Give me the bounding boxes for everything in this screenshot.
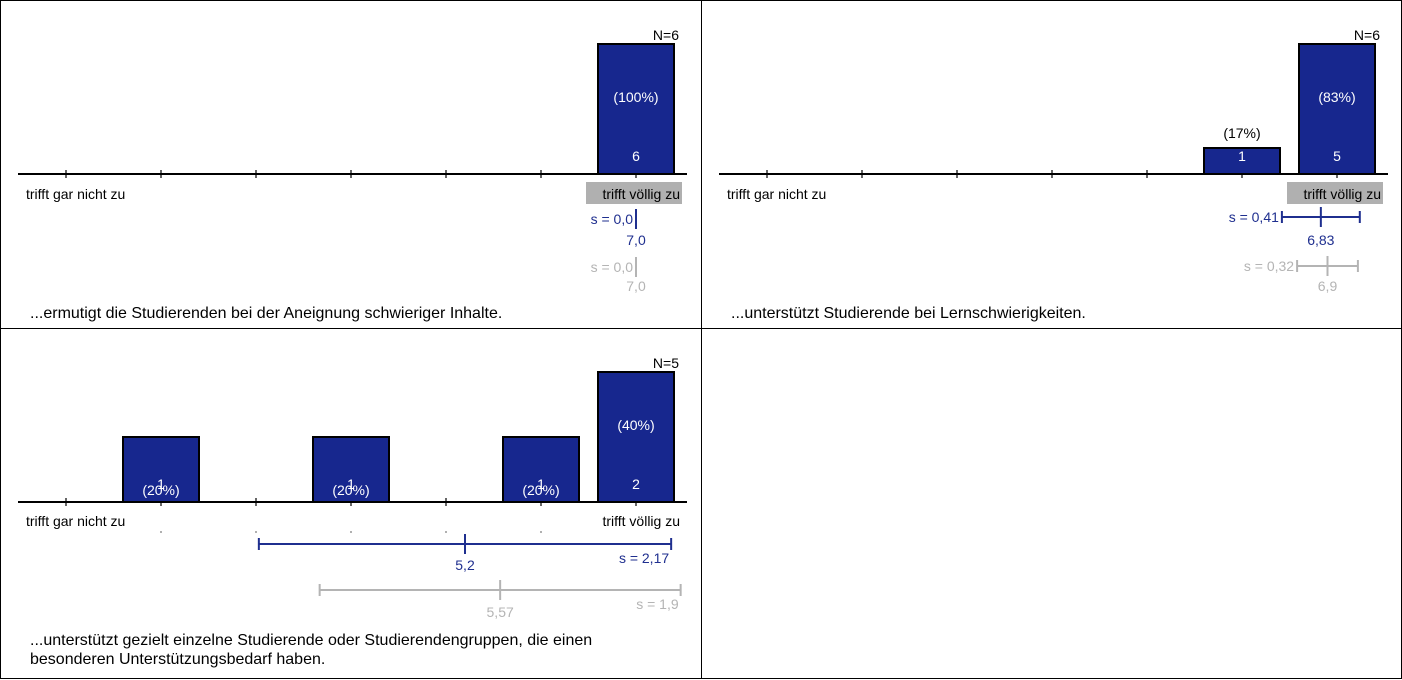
chart-3-scale-dot-3 bbox=[255, 531, 257, 533]
empty-panel bbox=[701, 328, 1402, 679]
chart-1-bar-percent-7: (100%) bbox=[613, 89, 658, 105]
chart-2-bar-percent-6: (17%) bbox=[1223, 125, 1260, 141]
chart-2-bar-count-6: 1 bbox=[1238, 148, 1246, 164]
chart-3-scale-dot-2 bbox=[160, 531, 162, 533]
chart-3-secondary-sd-label: s = 1,9 bbox=[636, 596, 679, 612]
chart-3-bar-count-2: 1 bbox=[157, 476, 165, 492]
chart-3-bar-2 bbox=[122, 436, 200, 503]
chart-panel-2: N=6 1 (17%) 5 (83%) trifft gar nicht zu trifft… bbox=[701, 0, 1402, 329]
chart-1-bar-count-7: 6 bbox=[632, 148, 640, 164]
chart-1-primary-mean-label: 7,0 bbox=[626, 232, 646, 248]
chart-3-svg: N=51(20%) 1(20%) 1(20%) 2(40%)trifft gar ni… bbox=[18, 355, 687, 620]
chart-2-bar-6 bbox=[1203, 147, 1281, 175]
chart-2-caption: ...unterstützt Studierende bei Lernschwi… bbox=[731, 305, 1086, 322]
chart-3-scale-dot-6 bbox=[540, 531, 542, 533]
chart-2-primary-mean-label: 6,83 bbox=[1307, 232, 1334, 248]
chart-3-primary-sd-label: s = 2,17 bbox=[619, 550, 669, 566]
chart-2-scale-right-highlight bbox=[1287, 182, 1383, 204]
chart-1-primary-sd-label: s = 0,0 bbox=[591, 211, 634, 227]
chart-1-secondary-sd-label: s = 0,0 bbox=[591, 259, 634, 275]
chart-3-bar-count-4: 1 bbox=[347, 476, 355, 492]
chart-1-caption: ...ermutigt die Studierenden bei der Ane… bbox=[30, 305, 503, 322]
chart-3-scale-dot-4 bbox=[350, 531, 352, 533]
chart-3-bar-6 bbox=[502, 436, 580, 503]
chart-panel-3: N=5 1 (20%) 1 (20%) 1 (20%) 2 (40%) trifft gar ni… bbox=[0, 328, 702, 679]
chart-3-scale-right-label: trifft völlig zu bbox=[602, 513, 680, 529]
chart-3-bar-7 bbox=[597, 371, 675, 503]
chart-2-primary-sd-label: s = 0,41 bbox=[1229, 209, 1279, 225]
chart-3-caption: ...unterstützt gezielt einzelne Studiere… bbox=[30, 632, 593, 668]
chart-1-scale-left-label: trifft gar nicht zu bbox=[26, 186, 125, 202]
chart-1-svg: N=6 6 (100%) trifft gar nicht zu trifft völl… bbox=[18, 27, 687, 294]
chart-2-secondary-sd-label: s = 0,32 bbox=[1244, 258, 1294, 274]
chart-1-bar-7 bbox=[597, 43, 675, 175]
chart-3-bar-count-6: 1 bbox=[537, 476, 545, 492]
chart-3-scale-dot-5 bbox=[445, 531, 447, 533]
chart-1-secondary-mean-label: 7,0 bbox=[626, 278, 646, 294]
chart-3-bar-percent-6: (20%) bbox=[522, 482, 559, 498]
chart-2-bar-count-7: 5 bbox=[1333, 148, 1341, 164]
chart-3-primary-mean-label: 5,2 bbox=[455, 557, 475, 573]
chart-1-scale-right-label: trifft völlig zu bbox=[602, 186, 680, 202]
chart-2-bar-percent-7: (83%) bbox=[1318, 89, 1355, 105]
chart-2-scale-left-label: trifft gar nicht zu bbox=[727, 186, 826, 202]
chart-1-n-label: N=6 bbox=[653, 27, 679, 43]
chart-2-n-label: N=6 bbox=[1354, 27, 1380, 43]
chart-3-bar-percent-4: (20%) bbox=[332, 482, 369, 498]
chart-3-bar-count-7: 2 bbox=[632, 476, 640, 492]
chart-3-secondary-mean-label: 5,57 bbox=[487, 604, 514, 620]
chart-panel-1: N=6 6 (100%) trifft gar nicht zu trifft völl… bbox=[0, 0, 702, 329]
chart-3-n-label: N=5 bbox=[653, 355, 679, 371]
chart-3-bar-4 bbox=[312, 436, 390, 503]
chart-3-bar-percent-2: (20%) bbox=[142, 482, 179, 498]
chart-2-bar-7 bbox=[1298, 43, 1376, 175]
chart-1-scale-right-highlight bbox=[586, 182, 682, 204]
chart-2-secondary-mean-label: 6,9 bbox=[1318, 278, 1338, 294]
chart-3-scale-left-label: trifft gar nicht zu bbox=[26, 513, 125, 529]
chart-3-bar-percent-7: (40%) bbox=[617, 417, 654, 433]
chart-2-svg: N=6 1 (17%) 5 (83%) trifft gar nicht zu trifft… bbox=[719, 27, 1388, 294]
chart-2-scale-right-label: trifft völlig zu bbox=[1303, 186, 1381, 202]
